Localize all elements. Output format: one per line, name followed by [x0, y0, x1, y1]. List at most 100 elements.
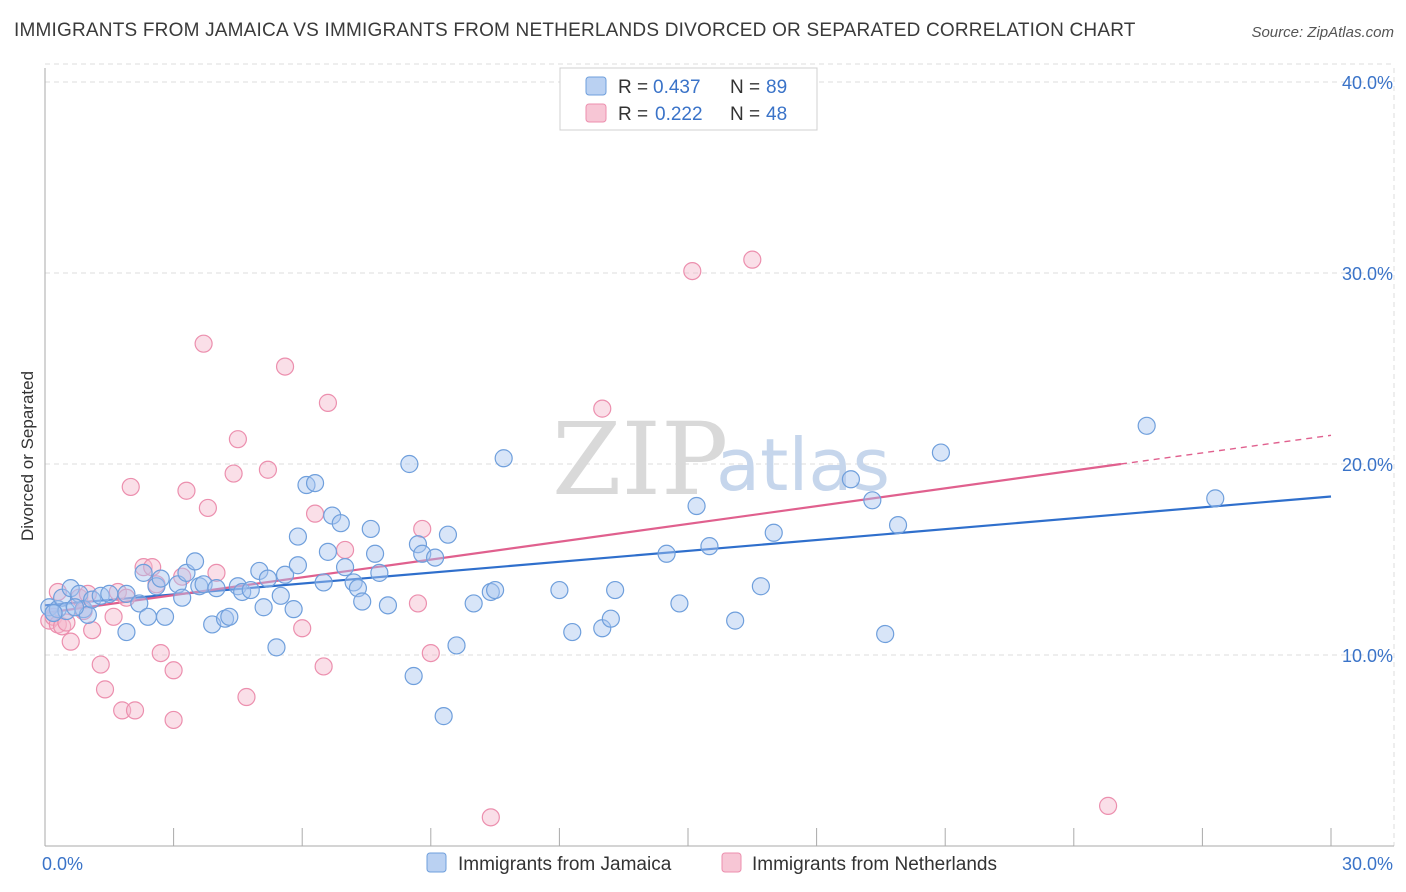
jamaica-point [155, 607, 175, 626]
jamaica-point [258, 569, 278, 588]
jamaica-point [751, 577, 770, 596]
legend-r-label-netherlands: R = [618, 104, 648, 125]
bottom-legend-label-netherlands: Immigrants from Netherlands [752, 854, 997, 875]
y-tick-label: 40.0% [1342, 73, 1393, 93]
legend-r-value-netherlands: 0.222 [655, 104, 703, 125]
jamaica-point [400, 454, 419, 474]
jamaica-point [151, 569, 170, 588]
jamaica-point [44, 603, 63, 623]
netherlands-point [164, 661, 183, 680]
jamaica-point [425, 548, 445, 567]
bottom-legend-swatch-netherlands [721, 852, 742, 873]
jamaica-point [670, 594, 689, 613]
jamaica-point [447, 636, 466, 655]
legend-n-label-jamaica: N = [730, 77, 760, 98]
netherlands-point [743, 250, 762, 269]
jamaica-point [494, 449, 513, 468]
jamaica-point [438, 525, 458, 544]
netherlands-point [335, 540, 355, 560]
netherlands-point [1098, 796, 1118, 815]
x-tick-label: 30.0% [1342, 854, 1393, 874]
jamaica-point [318, 542, 338, 561]
netherlands-point [83, 621, 102, 640]
jamaica-point [700, 537, 719, 556]
netherlands-points [40, 250, 1118, 827]
jamaica-point [130, 594, 149, 613]
netherlands-point [61, 632, 80, 651]
bottom-legend-label-jamaica: Immigrants from Jamaica [458, 854, 672, 875]
netherlands-point [125, 701, 145, 720]
jamaica-point [254, 598, 273, 617]
legend-n-label-netherlands: N = [730, 104, 760, 125]
netherlands-point [413, 519, 432, 539]
jamaica-point [841, 470, 860, 489]
jamaica-point [464, 594, 483, 613]
netherlands-point [314, 657, 333, 676]
netherlands-point [95, 680, 115, 699]
netherlands-point [237, 687, 256, 707]
netherlands-point [481, 808, 500, 827]
jamaica-point [361, 519, 380, 539]
netherlands-point [113, 701, 132, 720]
netherlands-point [421, 643, 440, 663]
jamaica-point [288, 556, 308, 575]
netherlands-point [258, 460, 278, 479]
grid-lines [45, 63, 1395, 846]
netherlands-trend-extension [1120, 434, 1332, 465]
jamaica-point [348, 579, 368, 598]
legend-n-value-netherlands: 48 [766, 104, 787, 125]
legend-swatch-jamaica [585, 76, 607, 96]
jamaica-point [267, 638, 286, 657]
jamaica-point [404, 666, 423, 686]
jamaica-point [185, 552, 205, 571]
jamaica-point [370, 563, 389, 582]
netherlands-point [164, 710, 183, 730]
jamaica-point [65, 598, 85, 617]
jamaica-point [931, 443, 951, 462]
watermark: ZIP atlas [552, 401, 890, 518]
netherlands-point [224, 464, 243, 483]
jamaica-point [687, 496, 706, 516]
jamaica-point [601, 609, 620, 628]
source-label: Source: ZipAtlas.com [1251, 24, 1394, 41]
netherlands-point [207, 563, 226, 582]
netherlands-point [305, 504, 325, 523]
y-tick-label: 10.0% [1342, 646, 1393, 666]
x-tick-label: 0.0% [42, 854, 83, 874]
netherlands-point [121, 477, 140, 497]
netherlands-trend-line [44, 462, 1122, 615]
legend-swatch-netherlands [585, 103, 607, 123]
netherlands-point [228, 430, 247, 449]
jamaica-point [275, 565, 295, 584]
jamaica-point [408, 535, 428, 554]
jamaica-point [365, 544, 385, 563]
jamaica-point [353, 592, 372, 611]
jamaica-point [207, 579, 226, 598]
jamaica-point [138, 607, 157, 626]
jamaica-points [40, 416, 1225, 726]
legend-r-value-jamaica: 0.437 [653, 77, 701, 98]
netherlands-point [318, 393, 338, 412]
jamaica-point [305, 474, 325, 493]
jamaica-point [134, 563, 153, 582]
netherlands-point [151, 643, 170, 663]
jamaica-point [563, 622, 582, 642]
jamaica-point [173, 588, 192, 607]
watermark-zip: ZIP [552, 401, 728, 518]
netherlands-point [177, 481, 196, 500]
y-tick-label: 30.0% [1342, 264, 1393, 284]
jamaica-point [288, 527, 308, 546]
netherlands-point [91, 655, 110, 674]
netherlands-point [593, 399, 612, 418]
jamaica-point [100, 584, 119, 603]
netherlands-point [408, 594, 428, 613]
jamaica-point [335, 558, 355, 577]
netherlands-point [683, 261, 702, 281]
netherlands-point [104, 607, 123, 626]
jamaica-point [434, 707, 453, 726]
jamaica-point [764, 523, 783, 542]
y-tick-label: 20.0% [1342, 455, 1393, 475]
legend-n-value-jamaica: 89 [766, 77, 787, 98]
jamaica-point [284, 600, 303, 619]
